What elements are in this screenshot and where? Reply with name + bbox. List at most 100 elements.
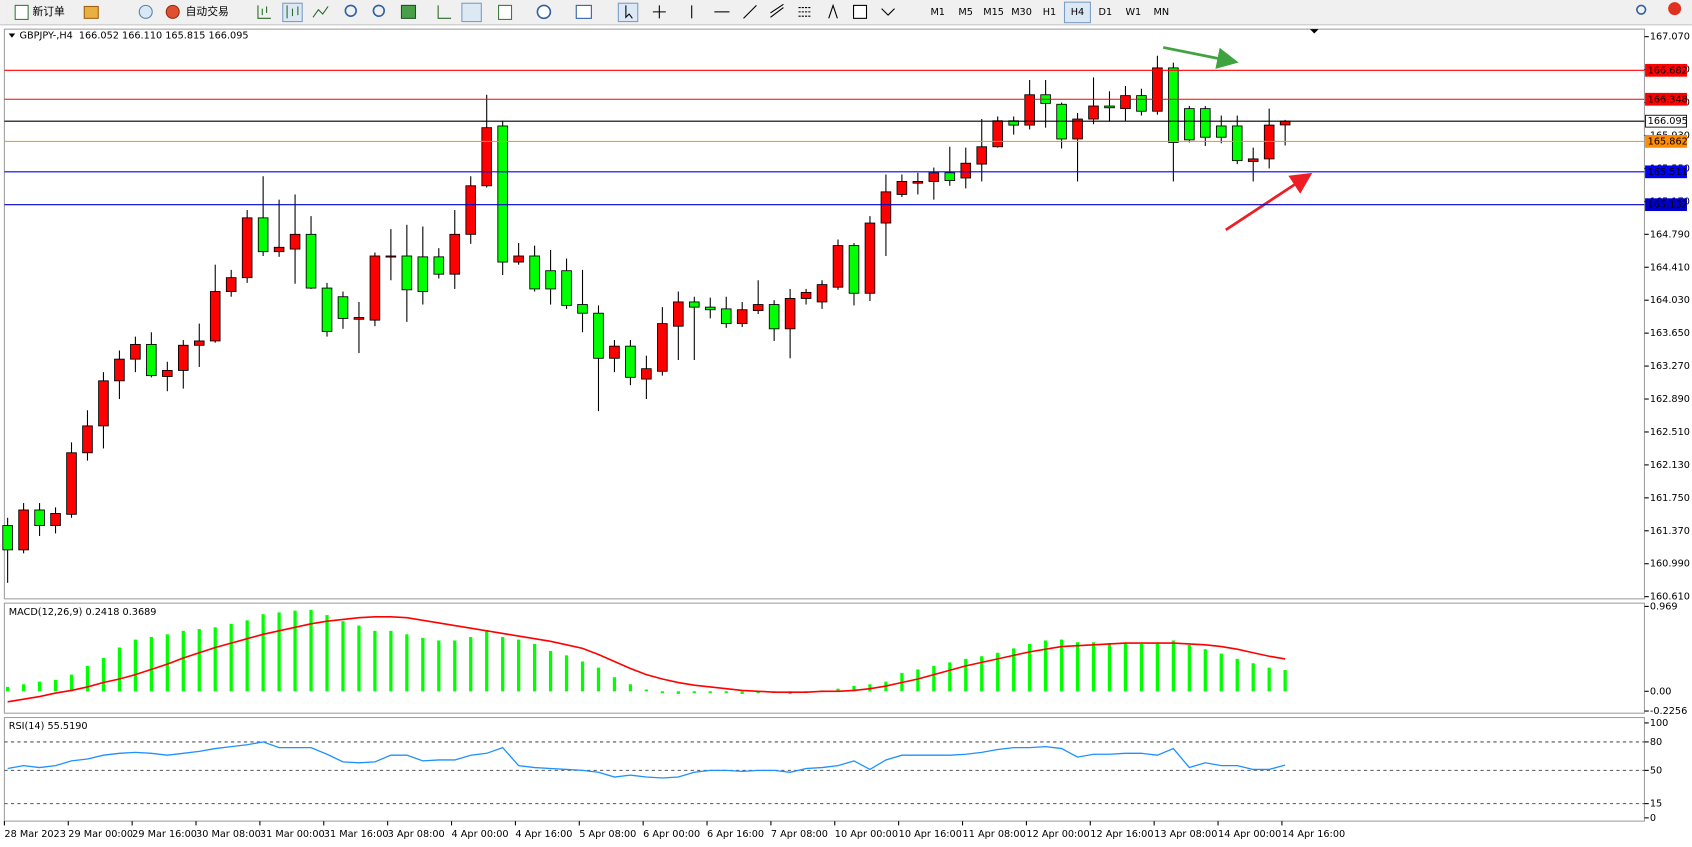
macd-bar bbox=[6, 686, 10, 692]
y-tick-label: 164.410 bbox=[1650, 262, 1690, 273]
icon[interactable] bbox=[575, 4, 592, 19]
icon[interactable] bbox=[625, 5, 633, 19]
icon[interactable] bbox=[461, 2, 482, 23]
macd-bar bbox=[1267, 667, 1271, 692]
macd-bar bbox=[373, 630, 377, 692]
y-tick-label: 100 bbox=[1650, 718, 1669, 729]
icon[interactable] bbox=[1636, 4, 1647, 15]
macd-bar bbox=[389, 630, 393, 692]
macd-bar bbox=[325, 615, 329, 692]
macd-bar bbox=[517, 639, 521, 692]
timeframe-button[interactable]: W1 bbox=[1125, 7, 1141, 18]
candle-body bbox=[305, 233, 317, 289]
icon[interactable] bbox=[743, 5, 757, 19]
y-tick-label: 164.030 bbox=[1650, 295, 1690, 306]
icon[interactable] bbox=[498, 4, 513, 20]
timeframe-button[interactable]: H4 bbox=[1071, 7, 1084, 18]
icon[interactable] bbox=[257, 5, 271, 19]
y-tick-label: 0.969 bbox=[1650, 601, 1678, 612]
icon[interactable] bbox=[652, 5, 666, 19]
icon[interactable] bbox=[770, 3, 784, 18]
macd-bar bbox=[69, 674, 74, 692]
icon[interactable] bbox=[437, 5, 452, 19]
candle-body bbox=[321, 287, 333, 332]
timeframe-button[interactable]: H1 bbox=[1043, 7, 1056, 18]
macd-bar bbox=[1203, 649, 1207, 692]
candle-body bbox=[18, 509, 29, 551]
main-panel bbox=[3, 28, 1645, 600]
timeframe-button[interactable]: D1 bbox=[1099, 7, 1113, 18]
macd-bar bbox=[213, 627, 217, 692]
macd-bar bbox=[149, 636, 153, 692]
macd-bar bbox=[1219, 653, 1223, 692]
macd-bar bbox=[1075, 642, 1080, 692]
candle-body bbox=[34, 509, 45, 527]
candle-body bbox=[864, 222, 876, 294]
timeframe-button[interactable]: M5 bbox=[958, 7, 973, 18]
macd-bar bbox=[1235, 658, 1239, 692]
icon[interactable] bbox=[400, 4, 417, 19]
icon[interactable] bbox=[372, 4, 386, 17]
macd-bar bbox=[980, 656, 984, 692]
x-tick-label: 6 Apr 16:00 bbox=[707, 829, 764, 840]
macd-bar bbox=[708, 691, 712, 694]
x-tick-label: 31 Mar 16:00 bbox=[324, 829, 389, 840]
macd-bar bbox=[548, 650, 553, 692]
x-tick-label: 4 Apr 16:00 bbox=[515, 829, 572, 840]
x-tick-label: 14 Apr 16:00 bbox=[1282, 829, 1345, 840]
candle-body bbox=[209, 291, 221, 342]
icon[interactable] bbox=[617, 2, 639, 23]
toolbar-icons bbox=[14, 2, 1682, 23]
timeframe-button[interactable]: M15 bbox=[983, 7, 1004, 18]
toolbar-button[interactable]: 新订单 bbox=[32, 5, 65, 18]
macd-bar bbox=[868, 684, 872, 692]
macd-bar bbox=[932, 665, 936, 692]
x-tick-label: 30 Mar 08:00 bbox=[196, 829, 261, 840]
notification-badge[interactable] bbox=[1668, 2, 1682, 16]
icon[interactable] bbox=[138, 4, 153, 19]
price-level-tag bbox=[1645, 92, 1687, 106]
x-tick-label: 31 Mar 00:00 bbox=[260, 829, 325, 840]
macd-bar bbox=[580, 661, 585, 692]
y-tick-label: 80 bbox=[1650, 737, 1662, 748]
x-tick-label: 28 Mar 2023 bbox=[4, 829, 66, 840]
y-tick-label: 0 bbox=[1650, 813, 1656, 824]
macd-bar bbox=[1012, 648, 1016, 692]
candle-body bbox=[1200, 108, 1211, 138]
icon[interactable] bbox=[828, 3, 838, 19]
timeframe-button[interactable]: M1 bbox=[930, 7, 945, 18]
candle-body bbox=[257, 217, 269, 253]
icon[interactable] bbox=[83, 5, 99, 19]
toolbar-button[interactable]: 自动交易 bbox=[186, 5, 229, 18]
candle-body bbox=[1024, 94, 1035, 126]
x-tick-label: 29 Mar 00:00 bbox=[68, 829, 133, 840]
candle-body bbox=[337, 296, 349, 319]
icon[interactable] bbox=[312, 6, 329, 18]
icon[interactable] bbox=[344, 4, 357, 17]
candle-body bbox=[273, 246, 285, 253]
candle-body bbox=[497, 125, 508, 263]
icon[interactable] bbox=[165, 4, 180, 19]
candle-body bbox=[784, 298, 796, 330]
icon[interactable] bbox=[853, 4, 868, 19]
y-tick-label: 162.890 bbox=[1650, 394, 1690, 405]
candle-body bbox=[593, 312, 604, 359]
macd-bar bbox=[405, 634, 409, 692]
timeframe-button[interactable]: MN bbox=[1153, 7, 1169, 18]
y-tick-label: 160.990 bbox=[1650, 559, 1690, 570]
macd-bar bbox=[1155, 643, 1160, 692]
indicator-title: MACD(12,26,9) 0.2418 0.3689 bbox=[9, 607, 157, 618]
timeframe-button[interactable]: M30 bbox=[1011, 7, 1032, 18]
macd-bar bbox=[245, 620, 249, 692]
icon[interactable] bbox=[14, 4, 29, 20]
macd-bar bbox=[293, 610, 297, 692]
candle-body bbox=[577, 304, 588, 314]
icon[interactable] bbox=[286, 5, 299, 19]
icon[interactable] bbox=[798, 7, 812, 17]
macd-bar bbox=[964, 658, 968, 692]
candle-body bbox=[768, 304, 780, 330]
candle-body bbox=[800, 291, 812, 299]
icon[interactable] bbox=[536, 4, 552, 20]
macd-bar bbox=[740, 691, 744, 694]
icon[interactable] bbox=[881, 8, 895, 16]
